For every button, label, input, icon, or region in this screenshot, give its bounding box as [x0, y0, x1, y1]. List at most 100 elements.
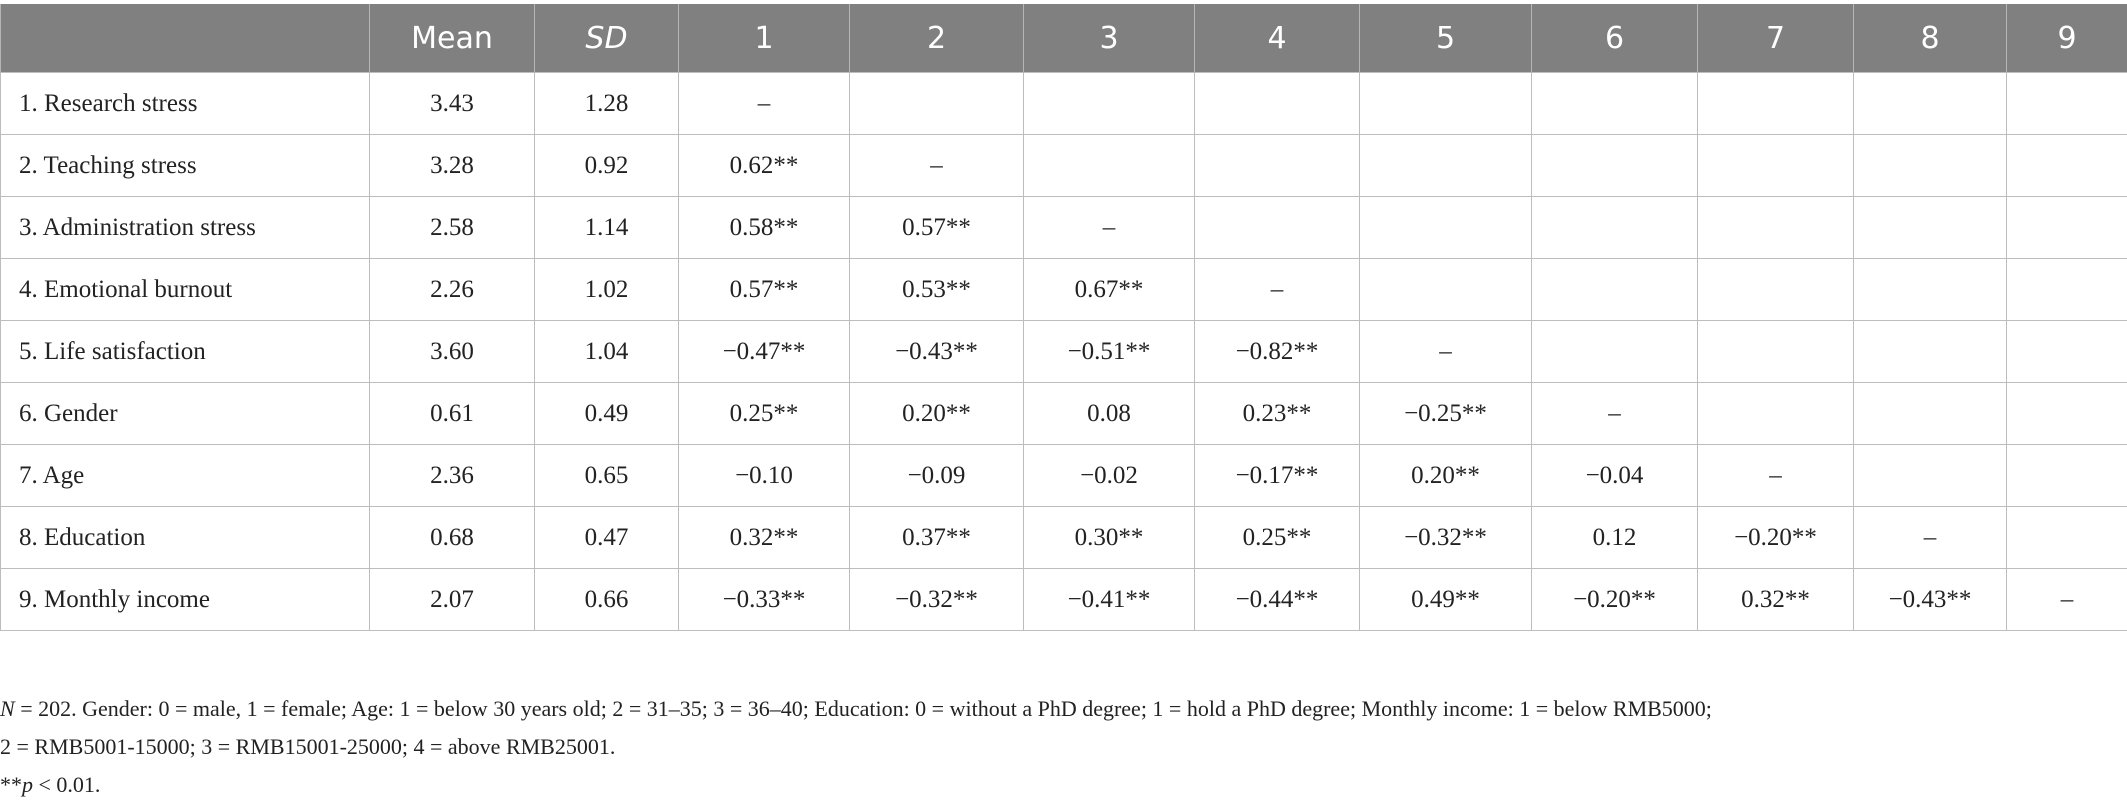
correlation-cell: 0.12	[1531, 506, 1698, 569]
column-header: 1	[678, 4, 850, 73]
empty-cell	[2006, 72, 2127, 135]
column-header: 6	[1531, 4, 1698, 73]
empty-cell	[1531, 196, 1698, 259]
sig-stars: **	[0, 772, 22, 797]
note-text: = 202. Gender: 0 = male, 1 = female; Age…	[14, 696, 1712, 721]
correlation-cell: 0.23**	[1194, 382, 1360, 445]
correlation-cell: 0.25**	[1194, 506, 1360, 569]
empty-cell	[1697, 196, 1854, 259]
empty-cell	[1853, 258, 2007, 321]
correlation-cell: 0.32**	[1697, 568, 1854, 631]
row-label: 6. Gender	[0, 382, 370, 445]
correlation-cell: −0.17**	[1194, 444, 1360, 507]
correlation-cell: −0.51**	[1023, 320, 1195, 383]
correlation-cell: −0.25**	[1359, 382, 1532, 445]
correlation-cell: –	[1531, 382, 1698, 445]
correlation-cell: −0.10	[678, 444, 850, 507]
correlation-cell: –	[678, 72, 850, 135]
empty-cell	[1697, 134, 1854, 197]
correlation-cell: −0.20**	[1531, 568, 1698, 631]
empty-cell	[1531, 134, 1698, 197]
empty-cell	[1194, 134, 1360, 197]
empty-cell	[1853, 196, 2007, 259]
correlation-cell: −0.32**	[849, 568, 1024, 631]
row-label: 9. Monthly income	[0, 568, 370, 631]
sd-cell: 0.92	[534, 134, 679, 197]
sd-cell: 1.14	[534, 196, 679, 259]
correlation-cell: 0.57**	[678, 258, 850, 321]
table-row: 7. Age 2.36 0.65 −0.10 −0.09 −0.02 −0.17** 0.20…	[0, 444, 2127, 507]
empty-cell	[1697, 382, 1854, 445]
row-label: 3. Administration stress	[0, 196, 370, 259]
correlation-cell: –	[1359, 320, 1532, 383]
correlation-cell: –	[849, 134, 1024, 197]
correlation-cell: 0.62**	[678, 134, 850, 197]
mean-cell: 3.28	[369, 134, 535, 197]
correlation-cell: 0.08	[1023, 382, 1195, 445]
correlation-cell: –	[1853, 506, 2007, 569]
correlation-cell: 0.58**	[678, 196, 850, 259]
sd-cell: 0.49	[534, 382, 679, 445]
table-row: 2. Teaching stress 3.28 0.92 0.62** –	[0, 134, 2127, 197]
sd-cell: 1.28	[534, 72, 679, 135]
correlation-cell: −0.47**	[678, 320, 850, 383]
n-symbol: N	[0, 696, 15, 721]
correlation-cell: −0.09	[849, 444, 1024, 507]
empty-cell	[2006, 506, 2127, 569]
note-text: 2 = RMB5001-15000; 3 = RMB15001-25000; 4…	[0, 734, 616, 759]
row-label: 4. Emotional burnout	[0, 258, 370, 321]
correlation-cell: −0.20**	[1697, 506, 1854, 569]
row-label: 8. Education	[0, 506, 370, 569]
empty-cell	[2006, 196, 2127, 259]
correlation-cell: −0.82**	[1194, 320, 1360, 383]
correlation-cell: −0.43**	[1853, 568, 2007, 631]
empty-cell	[1531, 258, 1698, 321]
corner-cell	[0, 4, 370, 73]
correlation-cell: 0.30**	[1023, 506, 1195, 569]
sd-cell: 0.66	[534, 568, 679, 631]
column-header: 8	[1853, 4, 2007, 73]
mean-cell: 2.58	[369, 196, 535, 259]
empty-cell	[1853, 382, 2007, 445]
header-row: Mean SD 1 2 3 4 5 6 7 8 9	[0, 4, 2127, 73]
empty-cell	[1853, 72, 2007, 135]
empty-cell	[1194, 196, 1360, 259]
note-line: 2 = RMB5001-15000; 3 = RMB15001-25000; 4…	[0, 728, 1712, 766]
correlation-cell: 0.37**	[849, 506, 1024, 569]
column-header: SD	[534, 4, 679, 73]
correlation-cell: 0.57**	[849, 196, 1024, 259]
row-label: 5. Life satisfaction	[0, 320, 370, 383]
column-header: 9	[2006, 4, 2127, 73]
mean-cell: 3.60	[369, 320, 535, 383]
column-header: 4	[1194, 4, 1360, 73]
table-row: 4. Emotional burnout 2.26 1.02 0.57** 0.53**…	[0, 258, 2127, 321]
table-notes: N = 202. Gender: 0 = male, 1 = female; A…	[0, 690, 1712, 804]
correlation-cell: 0.20**	[1359, 444, 1532, 507]
empty-cell	[1531, 320, 1698, 383]
column-header: Mean	[369, 4, 535, 73]
empty-cell	[2006, 134, 2127, 197]
empty-cell	[1697, 258, 1854, 321]
correlation-cell: −0.43**	[849, 320, 1024, 383]
correlation-cell: 0.20**	[849, 382, 1024, 445]
empty-cell	[2006, 382, 2127, 445]
correlation-cell: –	[1194, 258, 1360, 321]
correlation-cell: –	[2006, 568, 2127, 631]
empty-cell	[2006, 320, 2127, 383]
correlation-cell: −0.33**	[678, 568, 850, 631]
mean-cell: 0.68	[369, 506, 535, 569]
mean-cell: 2.36	[369, 444, 535, 507]
empty-cell	[2006, 258, 2127, 321]
empty-cell	[1359, 258, 1532, 321]
correlation-cell: −0.02	[1023, 444, 1195, 507]
correlation-cell: 0.49**	[1359, 568, 1532, 631]
row-label: 1. Research stress	[0, 72, 370, 135]
empty-cell	[2006, 444, 2127, 507]
empty-cell	[1359, 72, 1532, 135]
note-line: **p < 0.01.	[0, 766, 1712, 804]
sd-cell: 0.65	[534, 444, 679, 507]
correlation-cell: −0.32**	[1359, 506, 1532, 569]
correlation-cell: –	[1697, 444, 1854, 507]
p-symbol: p	[22, 772, 33, 797]
mean-cell: 3.43	[369, 72, 535, 135]
